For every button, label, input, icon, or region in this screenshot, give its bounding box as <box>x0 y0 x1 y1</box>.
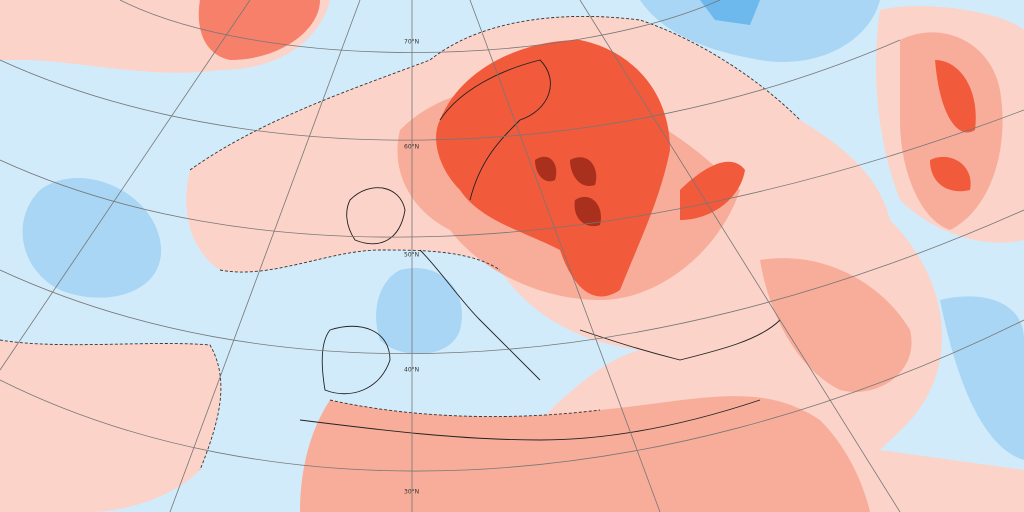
longitude-line <box>169 0 361 512</box>
cold-area <box>700 0 760 25</box>
latitude-line <box>0 109 1024 238</box>
latitude-labels: 70°N 60°N 50°N 40°N 30°N <box>404 39 419 496</box>
coastline <box>299 399 761 441</box>
latitude-line <box>0 39 901 141</box>
warm-area <box>300 396 870 512</box>
latitude-label: 50°N <box>404 252 419 259</box>
warm-area <box>935 60 976 133</box>
warm-core <box>570 157 597 186</box>
coastline <box>579 319 781 361</box>
warm-area <box>0 340 221 512</box>
latitude-label: 30°N <box>404 489 419 496</box>
cold-area <box>640 0 880 62</box>
contour <box>329 399 601 418</box>
coastline <box>346 187 406 245</box>
latitude-label: 60°N <box>404 144 419 151</box>
warm-area <box>760 258 912 392</box>
contour <box>219 249 501 273</box>
cold-area <box>22 178 162 298</box>
warm-core <box>574 196 601 227</box>
latitude-label: 40°N <box>404 367 419 374</box>
zero-contours <box>0 15 801 471</box>
cold-area <box>376 268 462 354</box>
latitude-line <box>0 209 1024 355</box>
latitude-label: 70°N <box>404 39 419 46</box>
contour <box>189 15 801 171</box>
latitude-line <box>0 319 1024 472</box>
contour <box>0 339 222 471</box>
latitude-line <box>119 0 721 53</box>
warm-area <box>198 0 320 60</box>
coastline <box>321 325 391 395</box>
warm-area <box>900 32 1003 230</box>
coastline <box>419 249 541 381</box>
longitude-line <box>579 0 901 512</box>
coastline <box>439 59 551 201</box>
longitude-line <box>0 0 251 371</box>
longitude-line <box>469 0 661 512</box>
warm-core <box>535 156 557 182</box>
cold-area <box>940 296 1024 460</box>
coastlines <box>299 59 781 441</box>
warm-area <box>930 156 971 192</box>
